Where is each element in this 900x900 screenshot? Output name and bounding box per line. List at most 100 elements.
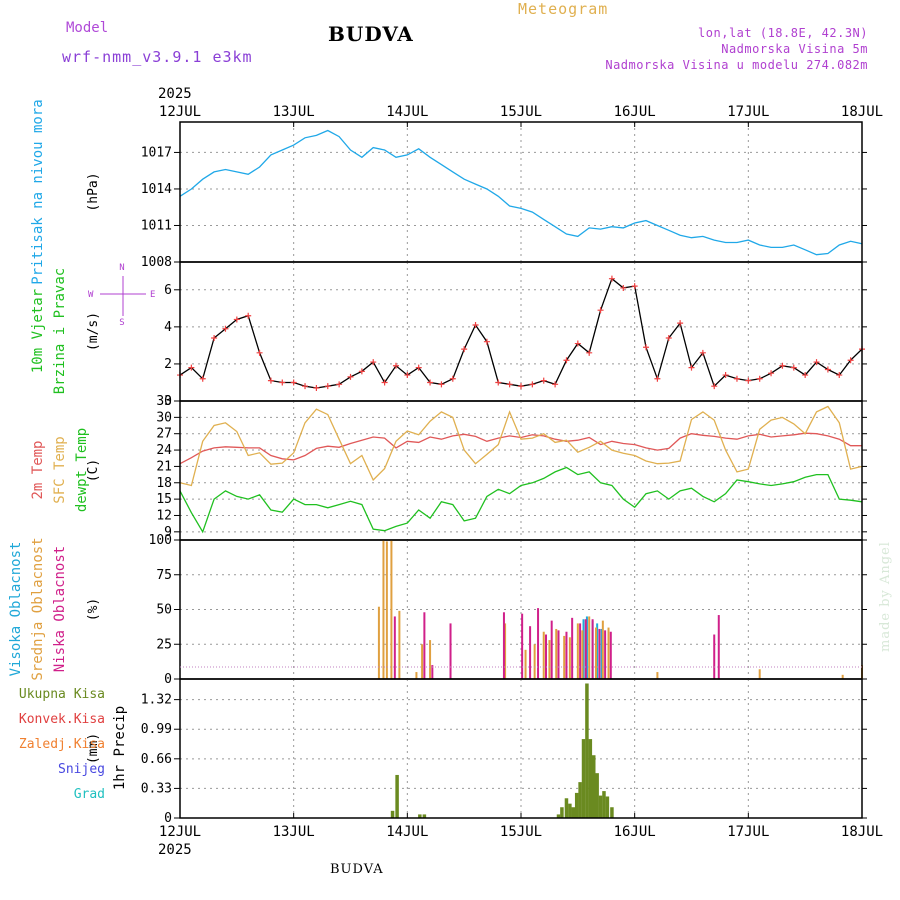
bar-niska-oblacnost — [610, 632, 612, 679]
compass-south: S — [119, 318, 124, 328]
pressure-axis-title: Pritisak na nivou mora — [30, 99, 46, 284]
wind-speed-marker — [257, 350, 263, 356]
bar-niska-oblacnost — [718, 615, 720, 679]
wind-speed-marker — [541, 378, 547, 384]
bar-srednja-oblacnost — [581, 630, 583, 679]
year-label-top: 2025 — [158, 86, 192, 102]
wind-speed-marker — [279, 379, 285, 385]
time-tick-label-top: 15JUL — [500, 104, 542, 120]
wind-axis-title-1: 10m Vjetar — [30, 289, 46, 373]
unit-label: (hPa) — [86, 172, 101, 211]
y-tick-label: 25 — [156, 637, 172, 652]
y-tick-label: 24 — [156, 443, 172, 458]
bar-srednja-oblacnost — [386, 541, 388, 679]
bar-ukupna-kisa — [602, 791, 606, 818]
y-tick-label: 0 — [164, 672, 172, 687]
bar-ukupna-kisa — [589, 739, 593, 818]
precip-legend-item: Snijeg — [58, 762, 105, 777]
bar-srednja-oblacnost — [543, 632, 545, 679]
bar-srednja-oblacnost — [588, 616, 590, 679]
panel-frame — [180, 122, 862, 262]
panel-wind: 0 2 4 6 (m/s) — [86, 262, 867, 409]
precip-legend-item: Grad — [74, 787, 105, 802]
y-tick-label: 0.66 — [141, 752, 172, 767]
bar-niska-oblacnost — [579, 623, 581, 679]
temp-axis-title-2: SFC Temp — [52, 436, 68, 503]
cloud-axis-title-2: Srednja Oblacnost — [30, 537, 46, 680]
bar-ukupna-kisa — [565, 798, 569, 818]
wind-speed-marker — [654, 376, 660, 382]
time-tick-label-top: 16JUL — [614, 104, 656, 120]
wind-speed-marker — [268, 378, 274, 384]
wind-speed-marker — [461, 346, 467, 352]
bar-ukupna-kisa — [560, 807, 564, 818]
y-tick-label: 1.32 — [141, 693, 172, 708]
bar-niska-oblacnost — [450, 623, 452, 679]
wind-speed-marker — [552, 381, 558, 387]
y-tick-label: 2 — [164, 357, 172, 372]
unit-label: (m/s) — [86, 312, 101, 351]
wind-speed-marker — [529, 381, 535, 387]
y-tick-label: 0.99 — [141, 722, 172, 737]
bar-srednja-oblacnost — [602, 621, 604, 679]
precip-legend-item: Ukupna Kisa — [19, 687, 105, 702]
bar-niska-oblacnost — [537, 608, 539, 679]
bar-srednja-oblacnost — [569, 637, 571, 679]
bar-srednja-oblacnost — [429, 640, 431, 679]
y-tick-label: 15 — [156, 492, 172, 507]
bar-niska-oblacnost — [565, 632, 567, 679]
bar-srednja-oblacnost — [378, 607, 380, 679]
y-tick-label: 1011 — [141, 218, 172, 233]
wind-speed-marker — [518, 383, 524, 389]
bar-ukupna-kisa — [578, 782, 582, 818]
cloud-axis-title-1: Visoka Oblacnost — [8, 542, 24, 677]
y-tick-label: 33 — [156, 394, 172, 409]
bar-srednja-oblacnost — [656, 672, 658, 679]
y-tick-label: 50 — [156, 603, 172, 618]
time-tick-label-bottom: 14JUL — [386, 824, 428, 840]
bar-ukupna-kisa — [592, 755, 596, 818]
wind-speed-marker — [302, 383, 308, 389]
precip-legend-item: Zaledj.Kisa — [19, 737, 105, 752]
bar-niska-oblacnost — [503, 612, 505, 679]
bar-niska-oblacnost — [598, 629, 600, 679]
compass-west: W — [88, 290, 94, 300]
y-tick-label: 21 — [156, 459, 172, 474]
bar-srednja-oblacnost — [390, 540, 392, 679]
y-tick-label: 75 — [156, 568, 172, 583]
wind-speed-marker — [313, 385, 319, 391]
y-tick-label: 30 — [156, 410, 172, 425]
y-tick-label: 100 — [149, 533, 172, 548]
time-tick-label-bottom: 18JUL — [841, 824, 883, 840]
bar-niska-oblacnost — [713, 635, 715, 679]
y-tick-label: 27 — [156, 427, 172, 442]
wind-speed-marker — [632, 283, 638, 289]
wind-speed-marker — [495, 379, 501, 385]
bar-ukupna-kisa — [391, 811, 395, 818]
bar-srednja-oblacnost — [534, 644, 536, 679]
bar-ukupna-kisa — [606, 796, 610, 818]
bar-ukupna-kisa — [572, 807, 576, 818]
wind-axis-title-2: Brzina i Pravac — [52, 268, 68, 394]
time-tick-label-top: 12JUL — [159, 104, 201, 120]
bar-ukupna-kisa — [575, 793, 579, 818]
bar-srednja-oblacnost — [382, 540, 384, 679]
bar-ukupna-kisa — [595, 773, 599, 818]
precip-legend-item: Konvek.Kisa — [19, 712, 105, 727]
bar-srednja-oblacnost — [548, 640, 550, 679]
bar-srednja-oblacnost — [563, 636, 565, 679]
unit-label: (%) — [86, 598, 101, 621]
panel-precipitation: 00.330.660.991.32(mm) — [86, 679, 867, 826]
bar-srednja-oblacnost — [608, 628, 610, 679]
bar-niska-oblacnost — [592, 619, 594, 679]
y-tick-label: 4 — [164, 320, 172, 335]
cloud-axis-title-3: Niska Oblacnost — [52, 546, 68, 672]
bar-srednja-oblacnost — [398, 611, 400, 679]
bar-niska-oblacnost — [571, 618, 573, 679]
bar-ukupna-kisa — [582, 739, 586, 818]
bar-niska-oblacnost — [558, 630, 560, 679]
temp-axis-title-3: dewpt Temp — [74, 428, 90, 512]
wind-speed-marker — [734, 376, 740, 382]
bar-niska-oblacnost — [551, 621, 553, 679]
